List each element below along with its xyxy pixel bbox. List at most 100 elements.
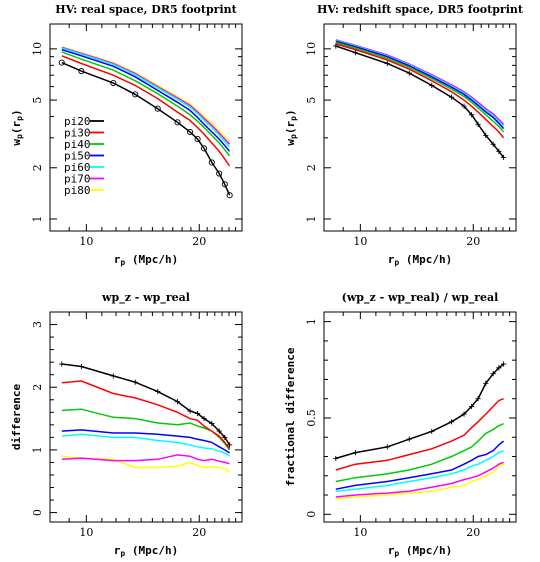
zs-pi20-point: [448, 94, 455, 100]
frac-series-pi70-line: [335, 461, 504, 498]
diff-ylabel: difference: [10, 384, 23, 451]
diff-series-pi80-line: [61, 455, 231, 473]
frac-pi20-point: [448, 419, 455, 425]
zs-ytick-label: 2: [305, 164, 318, 171]
frac-pi20-point: [483, 380, 489, 386]
zs-series-pi40-line: [335, 41, 505, 133]
zs-series-pi70-line: [335, 39, 505, 125]
diff-pi20-point: [155, 389, 161, 395]
diff-ytick-label: 3: [31, 321, 44, 328]
diff-pi20-point: [132, 379, 138, 385]
rs-pi20-point: [226, 192, 233, 199]
diff-series-pi40-line: [61, 408, 231, 451]
rs-plot-frame: [49, 23, 243, 232]
frac-pi20-point: [406, 436, 412, 442]
frac-series-pi60-line: [335, 450, 504, 492]
zs-ytick-label: 10: [305, 42, 318, 56]
rs-series-pi80-line: [61, 45, 231, 143]
frac-pi20-point: [333, 455, 339, 462]
diff-pi20-point: [59, 361, 65, 367]
diff-pi20-point: [222, 434, 228, 440]
rs-legend-label-pi20: pi20: [64, 115, 91, 128]
rs-pi20-point: [221, 181, 228, 188]
diff-xtick-label: 10: [79, 526, 93, 539]
diff-series-pi70-line: [61, 454, 230, 465]
zs-series-group: [333, 39, 507, 161]
diff-pi20-point: [78, 363, 84, 370]
diff-ytick-label: 1: [31, 446, 44, 453]
zs-pi20-point: [496, 148, 502, 154]
zs-series-pi60-line: [335, 39, 505, 127]
rs-legend-label-pi60: pi60: [64, 161, 91, 174]
diff-series-pi20-line: [61, 363, 231, 446]
zs-ylabel: wp(rp): [284, 109, 298, 145]
zs-pi20-point: [461, 103, 467, 109]
rs-legend-label-pi40: pi40: [64, 138, 91, 151]
frac-title: (wp_z - wp_real) / wp_real: [342, 291, 499, 305]
zs-title: HV: redshift space, DR5 footprint: [317, 3, 524, 16]
rs-series-pi40-line: [61, 51, 231, 157]
rs-series-pi60-line: [61, 47, 231, 148]
frac-pi20-point: [496, 365, 502, 371]
rs-legend-label-pi70: pi70: [64, 173, 91, 186]
frac-pi20-point: [475, 396, 481, 402]
rs-pi20-point: [78, 68, 85, 75]
frac-ytick-label: 1: [305, 318, 318, 325]
rs-series-pi20-line: [61, 61, 231, 196]
zs-pi20-point: [475, 121, 481, 127]
frac-xtick-label: 10: [353, 526, 367, 539]
zs-pi20-point: [429, 82, 435, 88]
rs-xtick-label: 20: [192, 235, 206, 248]
rs-pi20-point: [216, 170, 223, 177]
frac-pi20-point: [461, 411, 467, 417]
rs-series-group: [58, 45, 233, 199]
rs-legend-label-pi80: pi80: [64, 184, 91, 197]
diff-pi20-point: [216, 428, 222, 434]
rs-legend-label-pi50: pi50: [64, 150, 91, 163]
diff-pi20-point: [174, 399, 181, 405]
zs-xtick-label: 10: [353, 235, 367, 248]
frac-pi20-point: [429, 428, 435, 435]
zs-series-pi50-line: [335, 40, 505, 130]
diff-xtick-label: 20: [192, 526, 206, 539]
zs-pi20-point: [501, 154, 507, 161]
frac-xtick-label: 20: [466, 526, 480, 539]
frac-series-pi40-line: [335, 423, 504, 483]
frac-pi20-point: [469, 403, 475, 410]
rs-ytick-label: 2: [31, 164, 44, 171]
frac-ylabel: fractional difference: [284, 347, 297, 486]
frac-panel: (wp_z - wp_real) / wp_real 10 20 0 0.5 1 rp (M…: [284, 291, 517, 558]
frac-series-pi30-line: [335, 398, 504, 471]
rs-pi20-point: [194, 136, 201, 143]
diff-pi20-point: [187, 408, 193, 414]
zs-pi20-point: [406, 70, 412, 76]
zs-xlabel: rp (Mpc/h): [388, 253, 452, 267]
diff-pi20-point: [201, 415, 207, 422]
frac-pi20-point: [501, 361, 507, 367]
rs-pi20-point: [58, 59, 65, 66]
frac-series-pi80-line: [335, 463, 504, 500]
diff-pi20-point: [110, 373, 116, 379]
rs-pi20-point: [132, 91, 139, 98]
rs-series-pi30-line: [61, 55, 231, 167]
rs-pi20-point: [201, 145, 208, 152]
zs-xtick-label: 20: [466, 235, 480, 248]
frac-pi20-point: [490, 371, 496, 377]
diff-series-pi30-line: [61, 380, 231, 450]
zs-pi20-point: [384, 60, 390, 67]
zs-panel: HV: redshift space, DR5 footprint 10 20 1 2 5…: [284, 3, 524, 267]
diff-title: wp_z - wp_real: [101, 291, 190, 305]
zs-pi20-point: [490, 141, 496, 147]
rs-panel: HV: real space, DR5 footprint 10 20 1 2 5 10 rp…: [10, 3, 243, 267]
frac-pi20-point: [352, 450, 358, 456]
frac-plot-frame: [323, 311, 517, 523]
zs-ytick-label: 1: [305, 215, 318, 222]
rs-series-pi70-line: [61, 46, 231, 145]
rs-xlabel: rp (Mpc/h): [114, 253, 178, 267]
frac-ytick-label: 0.5: [305, 409, 318, 427]
frac-series-pi50-line: [335, 440, 505, 490]
rs-pi20-point: [208, 159, 215, 166]
